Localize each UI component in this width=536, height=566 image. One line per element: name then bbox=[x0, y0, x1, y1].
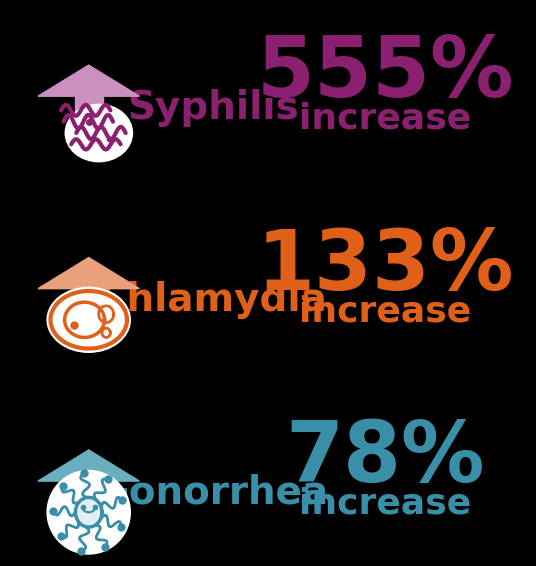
Text: increase: increase bbox=[299, 102, 471, 136]
Text: increase: increase bbox=[299, 487, 471, 521]
Polygon shape bbox=[38, 450, 139, 481]
Polygon shape bbox=[75, 289, 103, 323]
Text: 78%: 78% bbox=[286, 418, 485, 499]
Ellipse shape bbox=[47, 288, 130, 352]
Text: Gonorrhea: Gonorrhea bbox=[98, 473, 329, 512]
Text: 555%: 555% bbox=[257, 33, 514, 114]
Ellipse shape bbox=[65, 104, 132, 162]
Polygon shape bbox=[38, 65, 139, 96]
Text: increase: increase bbox=[299, 294, 471, 328]
Polygon shape bbox=[75, 96, 103, 130]
Text: Chlamydia: Chlamydia bbox=[99, 281, 327, 319]
Text: 133%: 133% bbox=[257, 225, 514, 307]
Polygon shape bbox=[76, 498, 102, 527]
Polygon shape bbox=[38, 258, 139, 289]
Ellipse shape bbox=[47, 470, 130, 554]
Polygon shape bbox=[75, 481, 103, 515]
Text: Syphilis: Syphilis bbox=[127, 88, 299, 127]
